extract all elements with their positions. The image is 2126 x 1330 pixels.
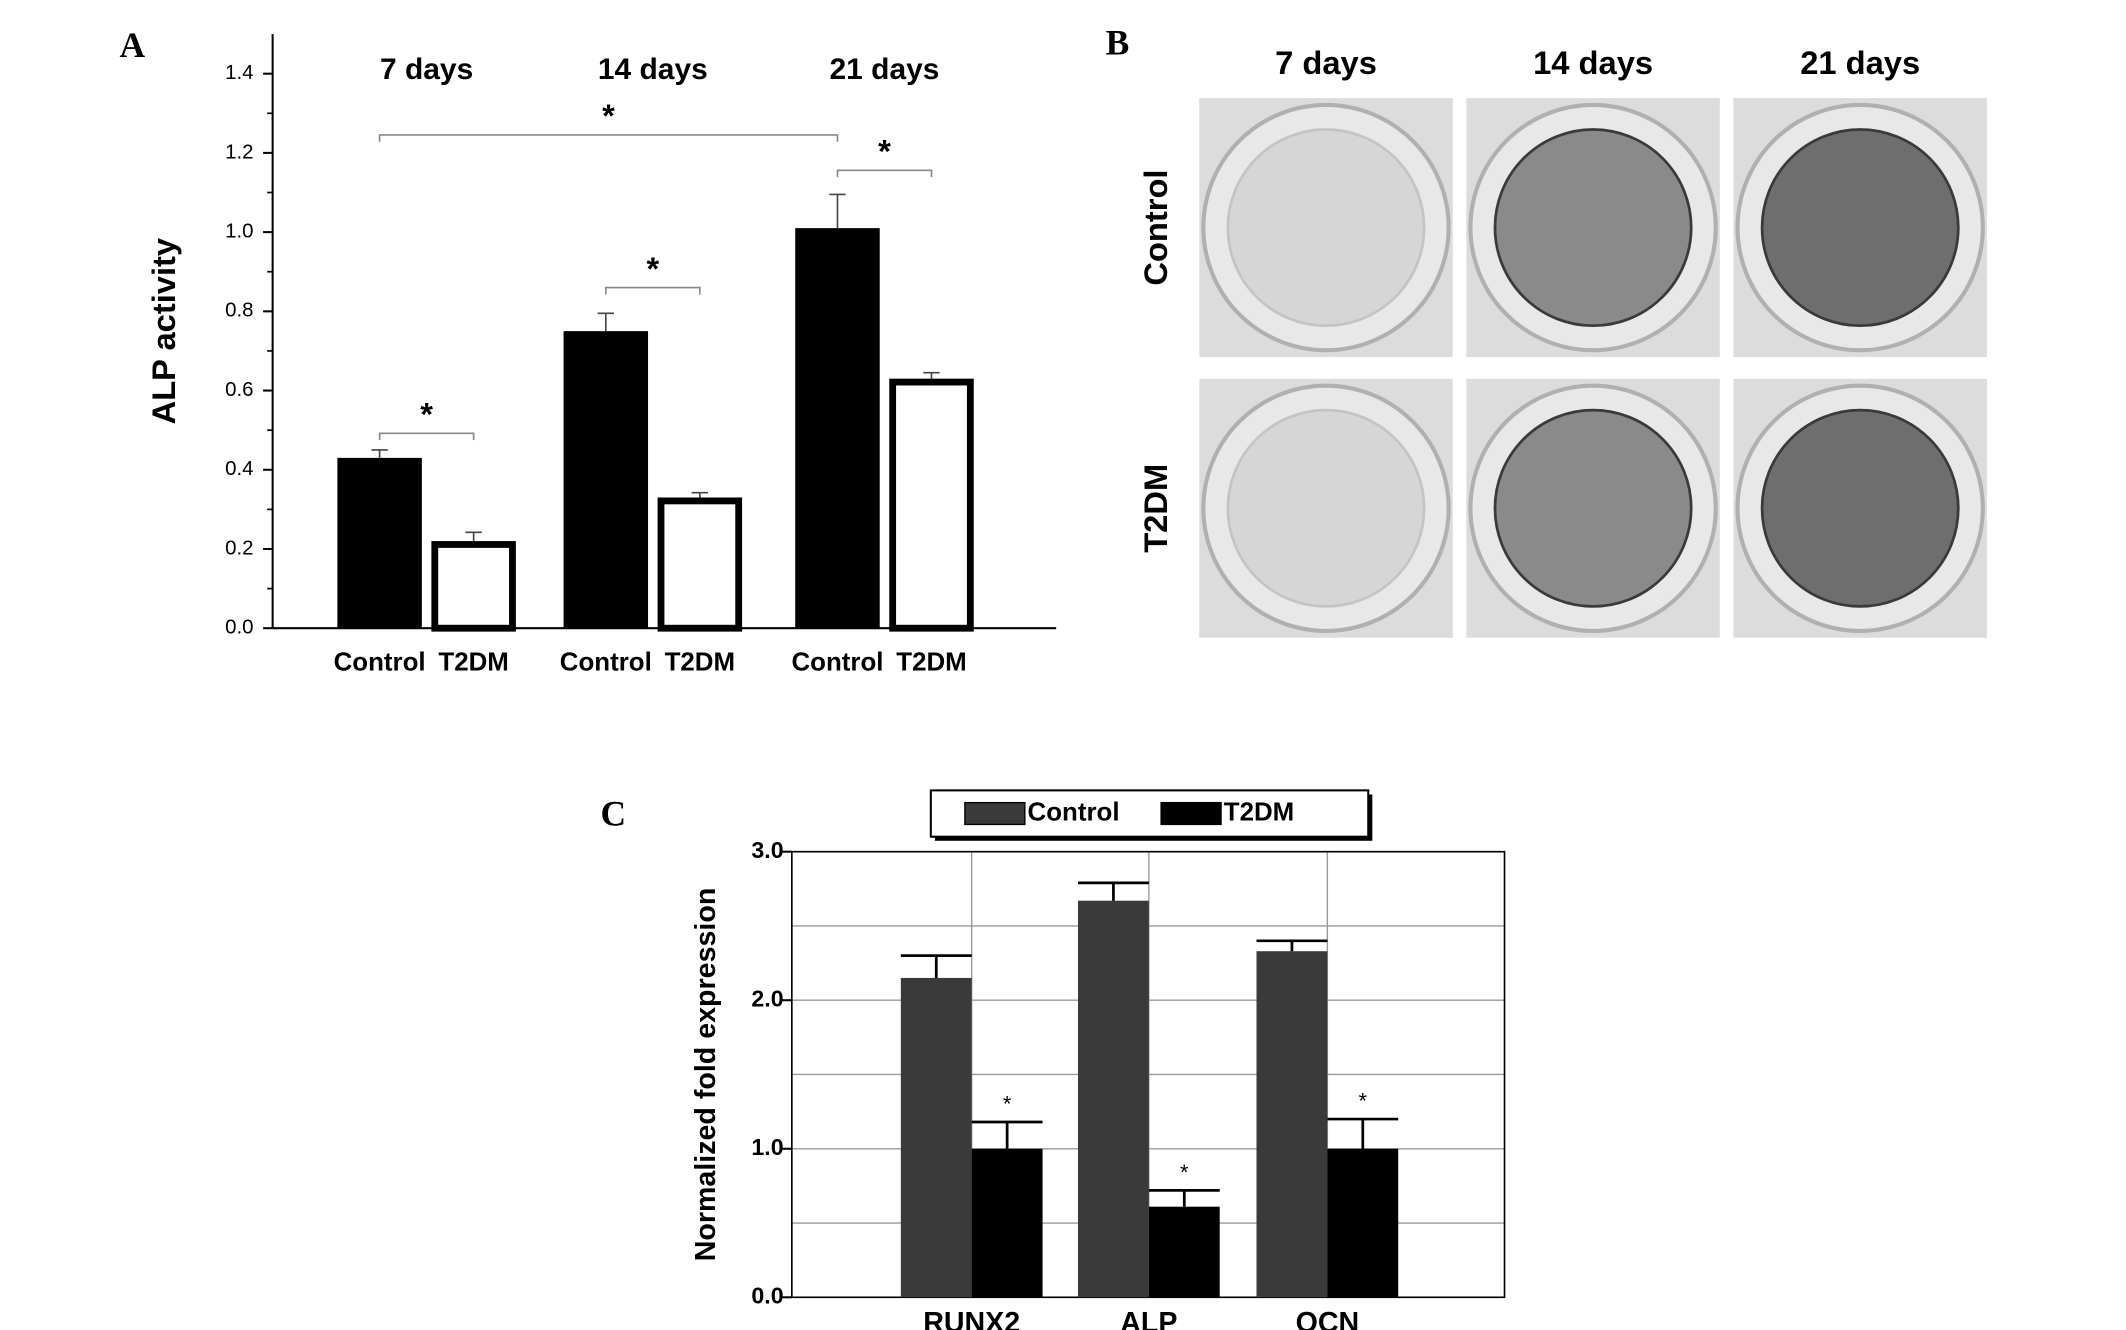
bar bbox=[563, 331, 649, 629]
error-bar bbox=[597, 312, 614, 332]
legend-swatch bbox=[1160, 801, 1222, 826]
well-stain bbox=[1493, 408, 1693, 608]
error-bar bbox=[923, 371, 940, 379]
y-tick-label: 0.6 bbox=[225, 378, 253, 401]
legend-label: Control bbox=[1028, 798, 1120, 826]
significance-bracket bbox=[378, 432, 475, 441]
group-label: 14 days bbox=[598, 53, 708, 86]
row-label: T2DM bbox=[1137, 464, 1174, 553]
error-bar bbox=[465, 531, 482, 542]
x-tick-label: RUNX2 bbox=[923, 1307, 1020, 1330]
error-bar bbox=[1148, 1188, 1220, 1207]
annotation: * bbox=[602, 97, 615, 134]
legend-swatch bbox=[964, 801, 1026, 826]
y-tick-label: 3.0 bbox=[751, 837, 783, 863]
x-tick-label: ALP bbox=[1120, 1307, 1177, 1330]
panel-label: B bbox=[1106, 22, 1130, 62]
y-tick-label: 0.4 bbox=[225, 457, 253, 480]
error-bar bbox=[371, 449, 388, 458]
y-tick-label: 0.2 bbox=[225, 536, 253, 559]
bar bbox=[795, 228, 880, 629]
annotation: * bbox=[1180, 1160, 1189, 1185]
x-tick-label: OCN bbox=[1296, 1307, 1360, 1330]
annotation: * bbox=[1359, 1088, 1368, 1113]
error-bar bbox=[1256, 939, 1328, 952]
error-bar bbox=[1077, 881, 1149, 901]
y-tick-label: 0.0 bbox=[751, 1282, 783, 1308]
group-label: 7 days bbox=[380, 53, 473, 86]
y-tick-label: 2.0 bbox=[751, 985, 783, 1011]
column-label: 21 days bbox=[1800, 44, 1920, 81]
y-axis-label: Normalized fold expression bbox=[690, 888, 722, 1262]
well-stain bbox=[1226, 408, 1426, 608]
bar bbox=[889, 378, 974, 632]
annotation: * bbox=[1003, 1091, 1012, 1116]
error-bar bbox=[1327, 1117, 1399, 1149]
bar bbox=[1327, 1148, 1399, 1298]
column-label: 14 days bbox=[1533, 44, 1653, 81]
panel-label: A bbox=[119, 25, 145, 65]
error-bar bbox=[971, 1120, 1043, 1149]
well-stain bbox=[1226, 128, 1426, 328]
x-tick-label: T2DM bbox=[438, 648, 508, 676]
significance-bracket bbox=[378, 134, 839, 142]
panel-label: C bbox=[601, 794, 627, 834]
bar bbox=[1256, 951, 1328, 1298]
bar bbox=[900, 977, 972, 1298]
legend-label: T2DM bbox=[1224, 798, 1294, 826]
annotation: * bbox=[420, 396, 433, 433]
well-stain bbox=[1760, 408, 1960, 608]
significance-bracket bbox=[604, 286, 701, 295]
y-tick-label: 0.8 bbox=[225, 299, 253, 322]
annotation: * bbox=[646, 250, 659, 287]
x-tick-label: T2DM bbox=[896, 648, 966, 676]
x-tick-label: Control bbox=[791, 648, 883, 676]
x-tick-label: T2DM bbox=[665, 648, 735, 676]
bar bbox=[971, 1148, 1043, 1298]
y-tick-label: 1.2 bbox=[225, 140, 253, 163]
error-bar bbox=[829, 193, 846, 229]
y-tick-label: 1.4 bbox=[225, 61, 253, 84]
bar bbox=[657, 497, 743, 632]
well-stain bbox=[1760, 128, 1960, 328]
annotation: * bbox=[878, 133, 891, 170]
row-label: Control bbox=[1137, 169, 1174, 285]
bar bbox=[1077, 900, 1149, 1298]
x-tick-label: Control bbox=[560, 648, 652, 676]
x-tick-label: Control bbox=[334, 648, 426, 676]
column-label: 7 days bbox=[1275, 44, 1377, 81]
well-stain bbox=[1493, 128, 1693, 328]
bar bbox=[1148, 1206, 1220, 1298]
y-tick-label: 1.0 bbox=[225, 220, 253, 243]
group-label: 21 days bbox=[830, 53, 940, 86]
error-bar bbox=[900, 954, 972, 978]
y-tick-label: 0.0 bbox=[225, 616, 253, 639]
bar bbox=[431, 541, 516, 632]
error-bar bbox=[691, 491, 709, 498]
y-axis-label: ALP activity bbox=[145, 238, 182, 425]
y-tick-label: 1.0 bbox=[751, 1134, 783, 1160]
significance-bracket bbox=[836, 169, 933, 178]
bar bbox=[337, 457, 422, 629]
